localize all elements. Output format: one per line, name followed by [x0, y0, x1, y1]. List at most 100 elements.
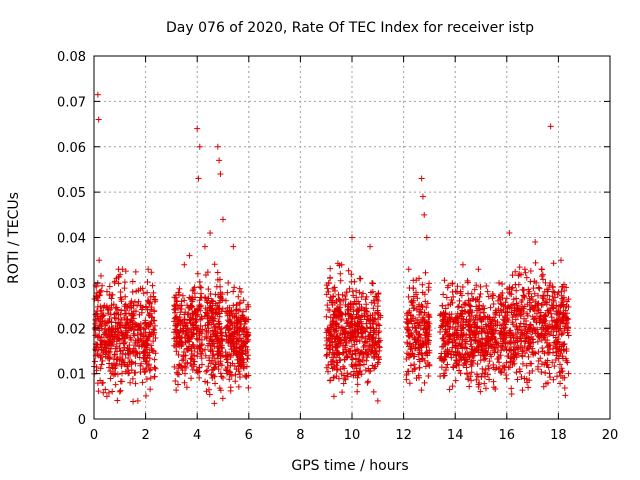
data-point — [124, 363, 131, 370]
data-point — [546, 370, 553, 377]
data-point — [422, 269, 429, 276]
data-point — [122, 351, 129, 358]
data-point — [351, 362, 358, 369]
data-point — [219, 352, 226, 359]
data-point — [337, 317, 344, 324]
data-point — [333, 354, 340, 361]
data-point — [187, 355, 194, 362]
data-point — [198, 361, 205, 368]
data-point — [144, 341, 151, 348]
data-point — [538, 360, 545, 367]
data-point — [172, 326, 179, 333]
data-point — [106, 283, 113, 290]
data-point — [137, 335, 144, 342]
data-point — [144, 297, 151, 304]
data-point — [496, 359, 503, 366]
data-point — [107, 311, 114, 318]
data-point — [191, 352, 198, 359]
data-point — [404, 339, 411, 346]
data-point — [405, 320, 412, 327]
data-point — [339, 311, 346, 318]
data-point — [361, 361, 368, 368]
data-point — [189, 287, 196, 294]
data-point — [375, 311, 382, 318]
data-point — [330, 357, 337, 364]
data-point — [524, 310, 531, 317]
data-point — [503, 375, 510, 382]
data-point — [140, 290, 147, 297]
data-point — [370, 335, 377, 342]
data-point — [96, 292, 103, 299]
data-point — [403, 376, 410, 383]
data-point — [418, 356, 425, 363]
data-point — [202, 352, 209, 359]
data-point — [337, 297, 344, 304]
data-point — [171, 306, 178, 313]
data-point — [364, 379, 371, 386]
data-point — [407, 362, 414, 369]
data-point — [323, 313, 330, 320]
data-point — [467, 361, 474, 368]
data-point — [484, 288, 491, 295]
data-point — [557, 380, 564, 387]
data-point — [151, 307, 158, 314]
data-point — [175, 351, 182, 358]
data-point — [187, 314, 194, 321]
data-point — [476, 380, 483, 387]
data-point — [524, 301, 531, 308]
data-point — [561, 341, 568, 348]
data-point — [107, 375, 114, 382]
x-tick-label: 6 — [245, 428, 253, 443]
data-point — [448, 348, 455, 355]
data-point — [362, 296, 369, 303]
data-point — [236, 285, 243, 292]
data-point — [198, 355, 205, 362]
data-point — [403, 315, 410, 322]
data-point — [201, 243, 208, 250]
data-point — [415, 372, 422, 379]
data-point — [425, 339, 432, 346]
data-point — [561, 374, 568, 381]
data-point — [532, 239, 539, 246]
data-point — [214, 276, 221, 283]
data-point — [422, 325, 429, 332]
data-point — [453, 314, 460, 321]
data-point — [439, 317, 446, 324]
data-point — [536, 285, 543, 292]
data-point — [100, 312, 107, 319]
data-point — [194, 311, 201, 318]
data-point — [187, 295, 194, 302]
chart-title: Day 076 of 2020, Rate Of TEC Index for r… — [166, 20, 534, 36]
data-point — [191, 358, 198, 365]
data-point — [101, 341, 108, 348]
data-point — [96, 257, 103, 264]
data-point — [519, 360, 526, 367]
data-point — [369, 288, 376, 295]
data-point — [510, 351, 517, 358]
data-point — [346, 285, 353, 292]
data-point — [132, 380, 139, 387]
data-point — [449, 280, 456, 287]
data-point — [147, 386, 154, 393]
data-point — [464, 371, 471, 378]
data-point — [197, 316, 204, 323]
data-point — [530, 285, 537, 292]
data-point — [539, 320, 546, 327]
data-point — [183, 384, 190, 391]
data-point — [467, 341, 474, 348]
x-tick-label: 18 — [550, 428, 567, 443]
data-point — [121, 279, 128, 286]
data-point — [504, 304, 511, 311]
data-point — [557, 257, 564, 264]
data-point — [459, 336, 466, 343]
data-point — [112, 381, 119, 388]
data-point — [457, 353, 464, 360]
data-point — [548, 314, 555, 321]
data-point — [406, 380, 413, 387]
data-point — [456, 297, 463, 304]
data-point — [557, 325, 564, 332]
data-point — [522, 326, 529, 333]
data-point — [499, 290, 506, 297]
data-point — [151, 373, 158, 380]
data-point — [219, 374, 226, 381]
